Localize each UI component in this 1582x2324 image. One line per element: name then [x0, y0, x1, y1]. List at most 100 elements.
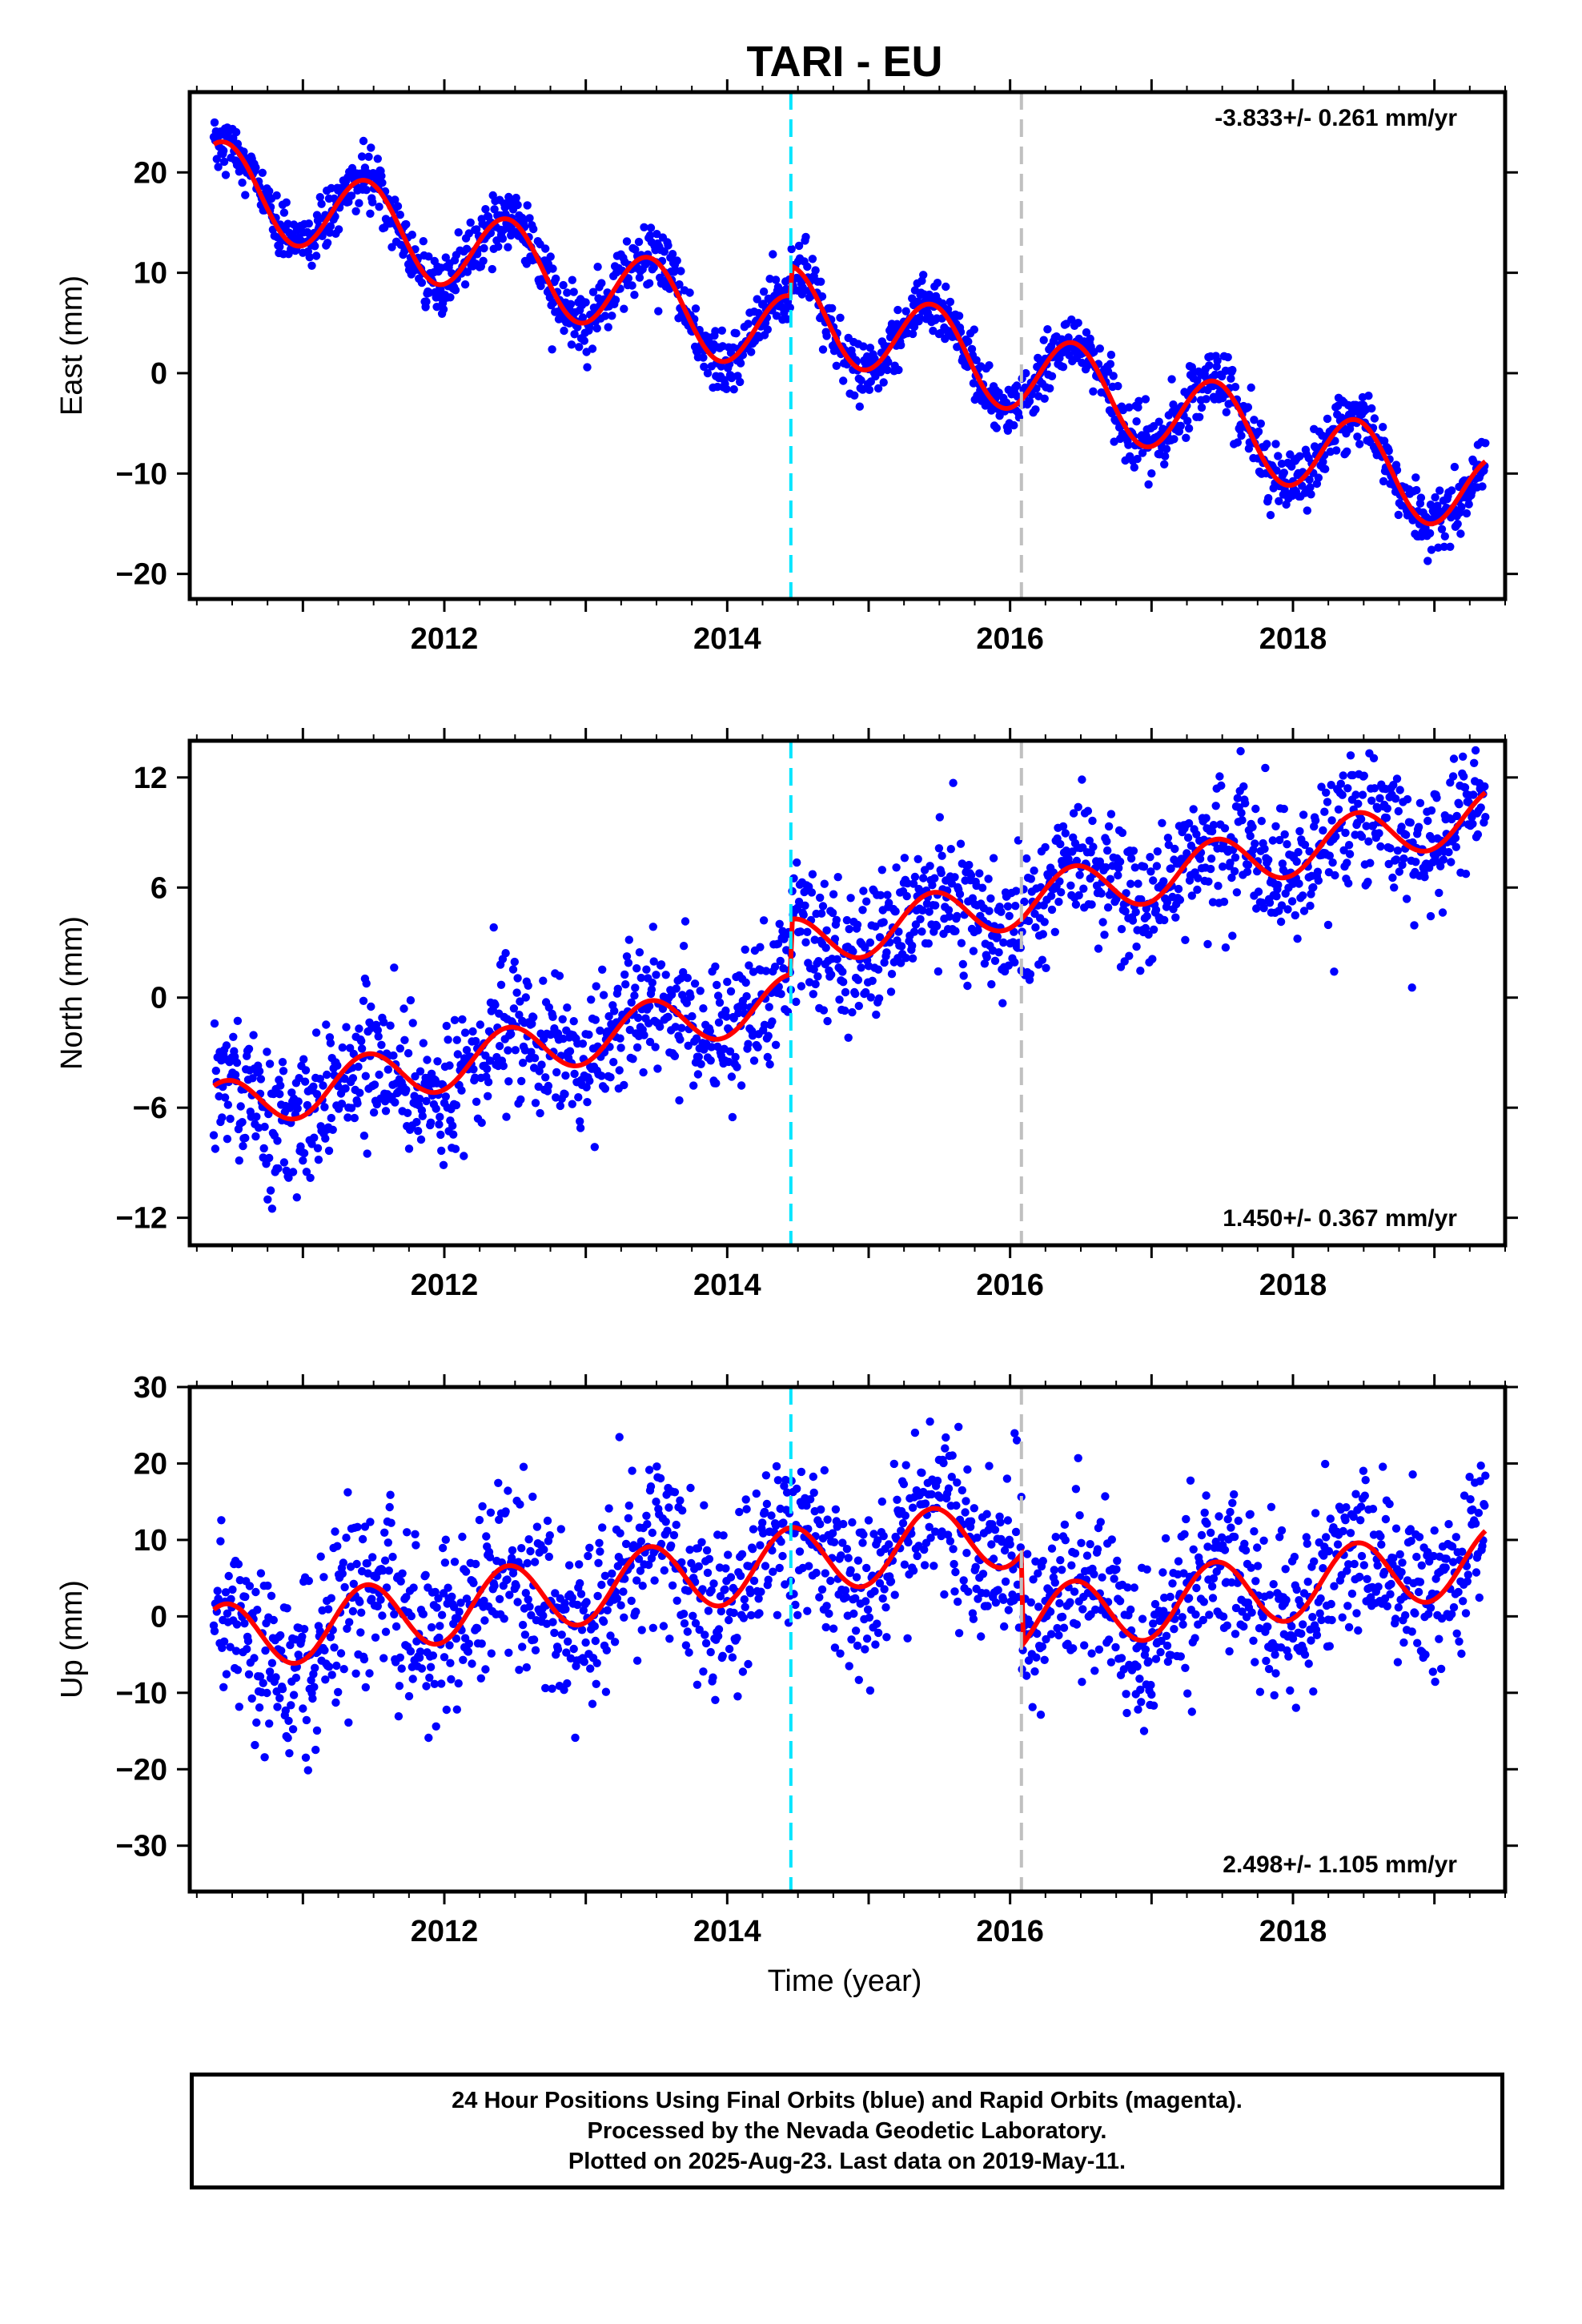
data-point	[957, 939, 966, 947]
data-point	[909, 927, 919, 936]
data-point	[962, 1497, 970, 1506]
data-point	[716, 1592, 725, 1601]
data-point	[1010, 958, 1019, 967]
data-point	[213, 1586, 222, 1595]
data-point	[1050, 927, 1060, 937]
data-point	[324, 1146, 334, 1156]
data-point	[670, 1051, 680, 1061]
data-point	[1026, 875, 1036, 883]
data-point	[1271, 440, 1280, 448]
data-point	[942, 1433, 950, 1442]
data-point	[1306, 483, 1315, 492]
data-point	[1375, 794, 1384, 802]
data-point	[616, 1034, 624, 1043]
data-point	[989, 854, 998, 862]
data-point	[353, 1522, 362, 1532]
data-point	[1147, 469, 1156, 478]
data-point	[477, 1118, 486, 1128]
data-point	[830, 935, 840, 943]
data-point	[1205, 1610, 1214, 1619]
data-point	[756, 1541, 765, 1550]
data-point	[1323, 920, 1333, 930]
data-point	[220, 1093, 230, 1102]
data-point	[930, 1562, 938, 1570]
data-point	[592, 324, 601, 333]
data-point	[588, 344, 597, 353]
data-point	[1457, 502, 1466, 512]
data-point	[1362, 822, 1371, 830]
data-point	[355, 1088, 364, 1097]
data-point	[446, 1659, 455, 1667]
data-point	[484, 1078, 493, 1087]
data-point	[672, 1520, 681, 1530]
data-point	[768, 1017, 777, 1026]
data-point	[691, 304, 701, 313]
data-point	[1427, 806, 1436, 815]
data-point	[1219, 862, 1227, 871]
data-point	[386, 1021, 395, 1030]
data-point	[1379, 423, 1387, 432]
data-point	[1158, 1568, 1167, 1577]
data-point	[483, 1064, 492, 1074]
data-point	[805, 1562, 813, 1570]
data-point	[1338, 790, 1347, 799]
data-point	[1170, 435, 1178, 444]
data-point	[452, 1705, 461, 1714]
data-point	[982, 1589, 991, 1598]
data-point	[854, 1675, 864, 1684]
data-point	[311, 242, 319, 251]
data-point	[1024, 916, 1034, 926]
data-point	[931, 1527, 940, 1536]
data-point	[587, 995, 596, 1004]
data-point	[412, 1541, 420, 1550]
data-point	[221, 171, 231, 179]
data-point	[426, 1663, 436, 1671]
data-point	[620, 1613, 628, 1622]
data-point	[578, 313, 588, 322]
data-point	[862, 1563, 871, 1573]
data-point	[1057, 888, 1066, 897]
data-point	[833, 873, 842, 882]
data-point	[526, 1546, 535, 1556]
data-point	[1179, 1569, 1188, 1578]
data-point	[640, 223, 648, 231]
data-point	[561, 1605, 570, 1614]
data-point	[454, 1679, 463, 1688]
data-point	[1420, 873, 1429, 882]
data-point	[711, 962, 720, 971]
data-point	[1002, 398, 1011, 407]
data-point	[464, 1647, 473, 1656]
data-point	[374, 1032, 383, 1041]
data-point	[560, 326, 568, 336]
data-point	[880, 958, 889, 967]
data-point	[432, 1104, 440, 1113]
data-point	[333, 1061, 342, 1070]
x-axis-label: Time (year)	[768, 1964, 922, 1998]
data-point	[1142, 1565, 1151, 1574]
data-point	[367, 143, 375, 152]
data-point	[357, 152, 367, 161]
data-points-north	[209, 746, 1490, 1213]
data-point	[516, 1500, 524, 1509]
data-point	[934, 967, 943, 976]
data-point	[991, 1598, 1001, 1607]
data-point	[1085, 836, 1094, 846]
data-point	[1072, 856, 1082, 866]
data-point	[436, 1112, 444, 1121]
data-point	[703, 1568, 713, 1578]
data-point	[210, 118, 219, 127]
data-point	[891, 907, 900, 916]
data-point	[627, 1596, 636, 1606]
data-point	[461, 1567, 471, 1576]
data-point	[1034, 1602, 1043, 1611]
data-point	[926, 1534, 935, 1542]
data-point	[642, 1511, 651, 1521]
data-point	[980, 959, 990, 968]
data-point	[305, 253, 314, 262]
data-point	[576, 1124, 585, 1132]
data-point	[428, 1651, 438, 1660]
data-point	[711, 327, 720, 336]
data-point	[601, 1687, 611, 1696]
data-point	[691, 1618, 701, 1628]
data-point	[1207, 854, 1216, 863]
